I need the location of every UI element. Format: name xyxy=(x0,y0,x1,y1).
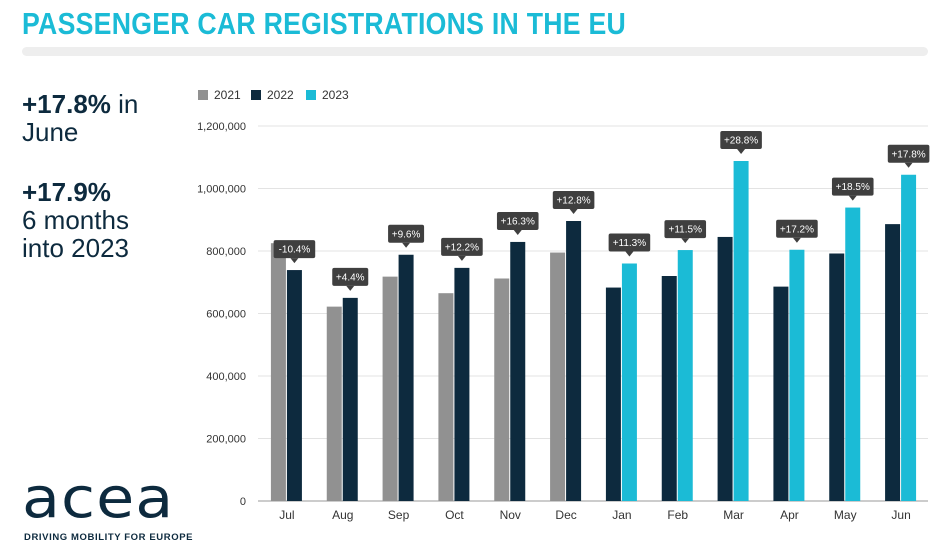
change-label-text: +12.2% xyxy=(445,242,479,253)
y-tick-label: 400,000 xyxy=(206,371,246,383)
stat-june-text: in xyxy=(110,89,139,119)
chart-title: PASSENGER CAR REGISTRATIONS IN THE EU xyxy=(22,6,627,41)
y-tick-label: 600,000 xyxy=(206,309,246,321)
stat-six-months-text2: 6 months xyxy=(22,205,129,235)
x-tick-label: Apr xyxy=(780,508,799,522)
bar-2021-oct xyxy=(438,293,454,501)
bar-2021-sep xyxy=(382,276,398,501)
change-label-text: +9.6% xyxy=(392,229,421,240)
bar-2023-apr xyxy=(789,249,805,501)
title-underline xyxy=(22,47,928,56)
bar-2022-sep xyxy=(398,254,414,501)
change-label-box xyxy=(332,267,369,286)
y-tick-label: 0 xyxy=(240,496,246,508)
change-label-pointer xyxy=(346,285,355,291)
change-label-text: -10.4% xyxy=(279,245,311,256)
legend-swatch-2022 xyxy=(251,90,261,100)
x-tick-label: Nov xyxy=(500,508,521,522)
stat-six-months-text3: into 2023 xyxy=(22,233,129,263)
legend-swatch-2023 xyxy=(306,90,316,100)
bar-2022-may xyxy=(829,253,845,501)
x-tick-label: Oct xyxy=(445,508,464,522)
bar-2023-may xyxy=(845,207,861,501)
change-label-text: +11.3% xyxy=(613,238,647,249)
acea-logo: acea DRIVING MOBILITY FOR EUROPE xyxy=(22,464,192,550)
legend-label-2022: 2022 xyxy=(267,88,294,102)
change-label-pointer xyxy=(737,149,746,154)
change-label-box xyxy=(831,177,874,196)
bar-2021-aug xyxy=(326,306,342,501)
x-tick-label: Dec xyxy=(555,508,576,522)
x-tick-label: Jul xyxy=(279,508,294,522)
change-label-pointer xyxy=(848,195,857,201)
change-label-text: +4.4% xyxy=(336,272,365,283)
bar-2023-jun xyxy=(901,174,917,501)
change-label-text: +17.8% xyxy=(891,149,925,160)
change-label-pointer xyxy=(402,242,411,248)
change-label-pointer xyxy=(569,209,578,214)
change-label-text: +28.8% xyxy=(724,136,758,147)
stat-june-value: +17.8% xyxy=(22,89,111,119)
change-label-box xyxy=(388,224,425,243)
bar-2022-jul xyxy=(286,270,302,501)
change-label-box xyxy=(664,220,707,239)
bar-2022-jun xyxy=(885,224,901,501)
change-label-box xyxy=(608,233,651,252)
change-label-text: +18.5% xyxy=(836,182,870,193)
change-label-box xyxy=(720,131,762,149)
x-tick-label: Aug xyxy=(332,508,353,522)
stat-six-months: +17.9% 6 months into 2023 xyxy=(22,178,129,262)
stat-june: +17.8% in June xyxy=(22,90,138,146)
change-label-pointer xyxy=(290,258,299,264)
change-label-text: +12.8% xyxy=(556,196,590,207)
x-tick-label: Sep xyxy=(388,508,410,522)
x-tick-label: Jun xyxy=(891,508,910,522)
change-label-box xyxy=(776,219,818,238)
bar-2021-dec xyxy=(550,252,566,501)
bar-2021-nov xyxy=(494,278,510,501)
change-label-box xyxy=(273,240,316,259)
bar-2022-jan xyxy=(605,287,621,501)
bar-2022-dec xyxy=(566,221,582,501)
bar-2022-apr xyxy=(773,286,789,501)
stat-june-text2: June xyxy=(22,117,79,147)
bar-2023-mar xyxy=(733,161,749,501)
change-label-box xyxy=(441,237,483,256)
logo-tagline: DRIVING MOBILITY FOR EUROPE xyxy=(24,532,194,543)
change-label-text: +17.2% xyxy=(780,224,814,235)
change-label-pointer xyxy=(513,229,522,235)
bar-2021-jul xyxy=(270,243,286,501)
change-label-box xyxy=(496,211,539,230)
change-label-pointer xyxy=(457,255,466,261)
bar-2023-jan xyxy=(621,263,637,501)
legend-swatch-2021 xyxy=(198,90,208,100)
legend-label-2021: 2021 xyxy=(214,88,241,102)
legend-label-2023: 2023 xyxy=(322,88,349,102)
y-tick-label: 1,000,000 xyxy=(197,184,246,196)
x-tick-label: Feb xyxy=(667,508,688,522)
stat-six-months-value: +17.9% xyxy=(22,177,111,207)
y-tick-label: 200,000 xyxy=(206,434,246,446)
change-label-pointer xyxy=(904,162,913,168)
bar-2022-nov xyxy=(510,241,526,501)
change-label-pointer xyxy=(681,238,690,244)
y-tick-label: 1,200,000 xyxy=(197,121,246,133)
change-label-text: +11.5% xyxy=(669,225,703,236)
change-label-box xyxy=(887,144,930,163)
bar-2022-oct xyxy=(454,267,470,501)
change-label-text: +16.3% xyxy=(501,216,535,227)
x-tick-label: Jan xyxy=(612,508,631,522)
x-tick-label: May xyxy=(834,508,857,522)
change-label-box xyxy=(552,191,595,209)
change-label-pointer xyxy=(625,251,634,257)
bar-2023-feb xyxy=(677,250,693,501)
bar-2022-mar xyxy=(717,236,733,501)
logo-wordmark: acea xyxy=(22,464,175,531)
bar-2022-aug xyxy=(342,297,358,501)
bar-2022-feb xyxy=(661,276,677,501)
change-label-pointer xyxy=(792,237,801,243)
x-tick-label: Mar xyxy=(723,508,744,522)
y-tick-label: 800,000 xyxy=(206,246,246,258)
